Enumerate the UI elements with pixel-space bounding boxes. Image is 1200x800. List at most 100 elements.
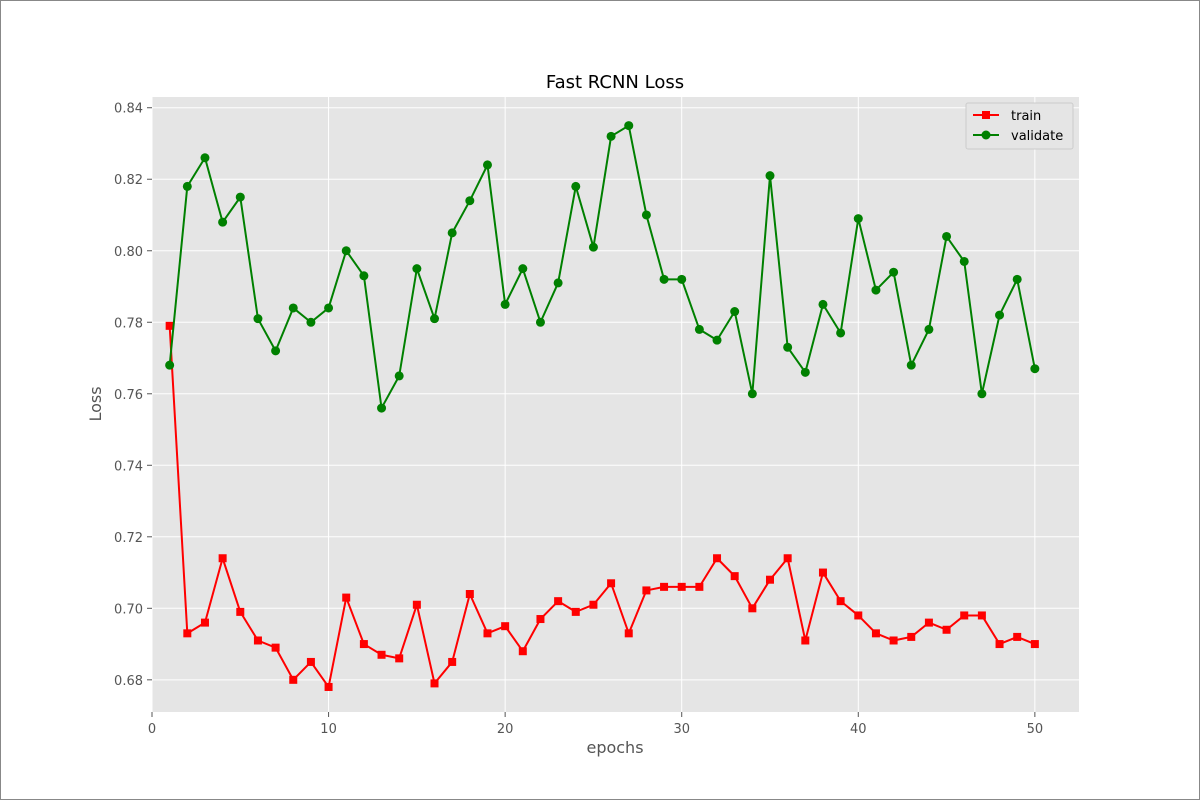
validate-point [500,299,510,309]
train-point [836,597,845,606]
validate-point [942,231,952,241]
train-point [395,654,404,663]
train-point [518,647,527,656]
validate-point [977,389,987,399]
validate-point [553,278,563,288]
train-point [713,554,722,563]
validate-point [624,121,634,131]
validate-point [271,346,281,356]
validate-point [836,328,846,338]
train-point [218,554,227,563]
validate-point [377,403,387,413]
train-point [801,636,810,645]
validate-point [677,274,687,284]
train-point [571,607,580,616]
validate-point [818,299,828,309]
train-point [324,682,333,691]
validate-point [712,335,722,345]
train-point [642,586,651,595]
y-tick-label: 0.78 [114,316,143,331]
validate-point [182,181,192,191]
train-point [501,622,510,631]
validate-point [535,317,545,327]
train-point [1013,632,1022,641]
validate-point [1012,274,1022,284]
y-tick-label: 0.68 [114,674,143,689]
validate-point [659,274,669,284]
validate-point [482,160,492,170]
validate-point [853,214,863,224]
grid [151,97,1079,712]
train-point [465,590,474,599]
validate-point [641,210,651,220]
train-point [818,568,827,577]
y-tick-label: 0.84 [114,102,143,117]
train-point [624,629,633,638]
train-point [536,615,545,624]
train-point [589,600,598,609]
legend: train validate [965,102,1074,150]
validate-point [959,256,969,266]
train-point [483,629,492,638]
train-point [960,611,969,620]
validate-point [871,285,881,295]
y-tick-label: 0.82 [114,173,143,188]
legend-validate-marker [981,130,991,140]
axis-ticks: 0 10 20 30 40 50 0.68 0.70 0.72 0.74 0.76 0.78 0.80 0… [114,102,1043,737]
train-point [907,632,916,641]
train-point [1030,640,1039,649]
x-axis-label: epochs [586,738,643,757]
train-point [377,650,386,659]
validate-point [765,171,775,181]
train-point [289,675,298,684]
series-validate [165,121,1040,413]
train-point [748,604,757,613]
validate-point [253,314,263,324]
train-point [342,593,351,602]
legend-validate-label: validate [1011,129,1063,144]
series-group [165,121,1040,691]
series-train [165,321,1039,691]
validate-point [906,360,916,370]
train-point [607,579,616,588]
validate-point [889,267,899,277]
train-point [995,640,1004,649]
validate-point [800,367,810,377]
validate-point [324,303,334,313]
train-point [554,597,563,606]
train-point [165,321,174,330]
validate-point [200,153,210,163]
chart-title: Fast RCNN Loss [546,72,684,93]
y-tick-label: 0.70 [114,602,143,617]
validate-point [235,192,245,202]
y-tick-label: 0.74 [114,459,143,474]
validate-point [288,303,298,313]
validate-point [518,264,528,274]
train-point [660,582,669,591]
y-tick-label: 0.76 [114,388,143,403]
train-point [695,582,704,591]
x-tick-label: 40 [850,722,867,737]
x-tick-label: 30 [673,722,690,737]
train-point [871,629,880,638]
validate-point [995,310,1005,320]
validate-point [218,217,228,227]
train-point [448,657,457,666]
validate-point [447,228,457,238]
validate-point [588,242,598,252]
train-point [854,611,863,620]
validate-point [394,371,404,381]
train-point [412,600,421,609]
validate-point [359,271,369,281]
validate-point [924,324,934,334]
validate-point [606,131,616,141]
train-point [306,657,315,666]
validate-point [465,196,475,206]
x-tick-label: 50 [1027,722,1044,737]
validate-point [783,342,793,352]
train-point [253,636,262,645]
validate-point [694,324,704,334]
train-point [183,629,192,638]
train-point [766,575,774,584]
